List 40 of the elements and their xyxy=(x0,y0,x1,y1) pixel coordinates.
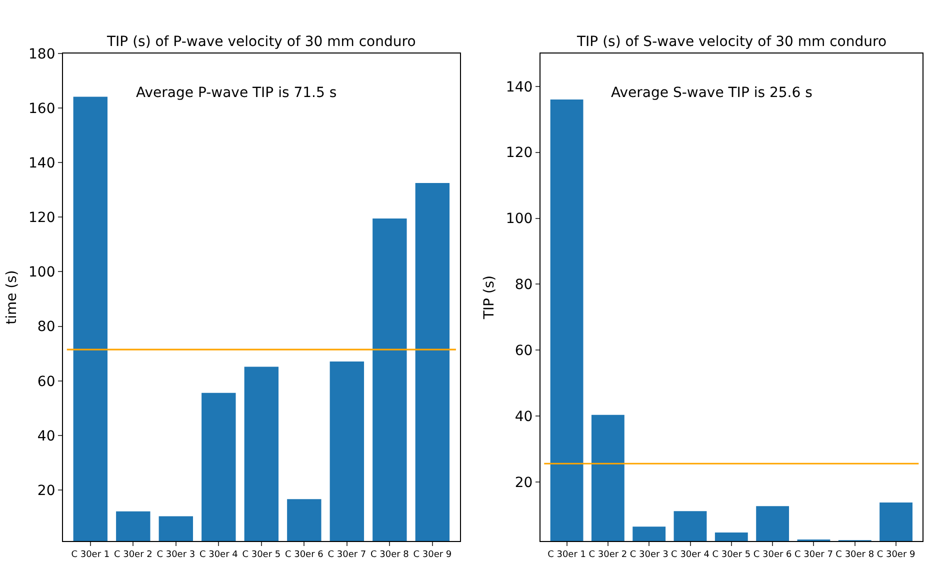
y-tick-label: 60 xyxy=(37,374,56,390)
y-tick-label: 140 xyxy=(506,79,533,96)
x-tick-label: C 30er 6 xyxy=(753,550,792,560)
annotation: Average P-wave TIP is 71.5 s xyxy=(136,85,337,101)
y-tick-label: 180 xyxy=(28,46,56,62)
y-axis-title: TIP (s) xyxy=(482,275,498,320)
x-tick-label: C 30er 3 xyxy=(156,550,196,560)
y-tick-label: 80 xyxy=(37,319,56,336)
y-tick-label: 40 xyxy=(514,409,533,426)
x-tick-label: C 30er 6 xyxy=(284,550,324,560)
y-axis-title: time (s) xyxy=(4,270,20,324)
chart-title: TIP (s) of P-wave velocity of 30 mm conduro xyxy=(106,34,416,50)
y-tick-label: 140 xyxy=(28,155,56,172)
x-tick-label: C 30er 8 xyxy=(370,550,410,560)
x-tick-label: C 30er 7 xyxy=(328,550,366,560)
chart-title: TIP (s) of S-wave velocity of 30 mm conduro xyxy=(576,34,887,50)
x-tick-label: C 30er 5 xyxy=(712,550,751,560)
y-tick-label: 40 xyxy=(37,428,56,444)
y-tick-label: 100 xyxy=(506,211,533,228)
x-tick-label: C 30er 9 xyxy=(413,550,452,560)
y-tick-label: 100 xyxy=(28,264,56,281)
y-tick-label: 20 xyxy=(514,475,533,491)
y-tick-label: 120 xyxy=(506,145,533,162)
y-tick-label: 120 xyxy=(28,210,56,226)
x-tick-label: C 30er 4 xyxy=(199,550,238,560)
x-tick-label: C 30er 9 xyxy=(876,550,916,560)
x-tick-label: C 30er 2 xyxy=(588,550,628,560)
y-tick-label: 20 xyxy=(37,482,56,499)
x-tick-label: C 30er 5 xyxy=(242,550,281,560)
x-tick-label: C 30er 7 xyxy=(794,550,833,560)
x-tick-label: C 30er 4 xyxy=(671,550,710,560)
x-tick-label: C 30er 3 xyxy=(630,550,668,560)
x-tick-label: C 30er 1 xyxy=(71,550,110,560)
x-tick-label: C 30er 1 xyxy=(548,550,586,560)
x-tick-label: C 30er 8 xyxy=(836,550,874,560)
x-tick-label: C 30er 2 xyxy=(114,550,152,560)
y-tick-label: 60 xyxy=(514,343,533,360)
y-tick-label: 160 xyxy=(28,100,56,117)
y-tick-label: 80 xyxy=(514,277,533,294)
annotation: Average S-wave TIP is 25.6 s xyxy=(611,85,812,101)
